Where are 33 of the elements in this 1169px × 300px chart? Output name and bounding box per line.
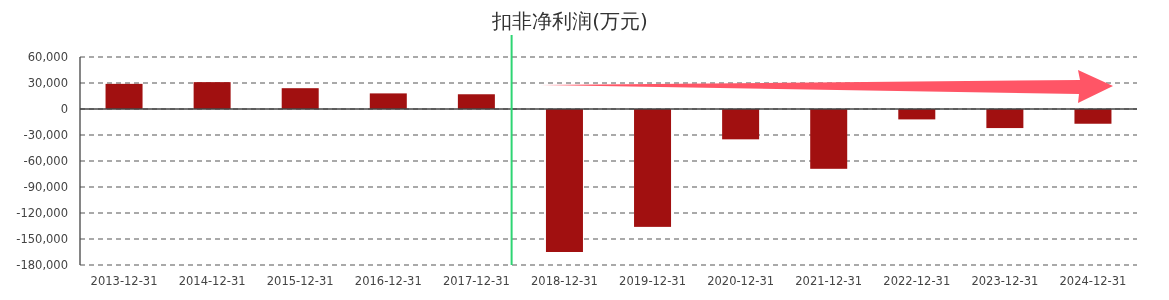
y-tick-label: -120,000 (16, 206, 68, 220)
x-tick-label: 2013-12-31 (90, 274, 158, 288)
x-tick-label: 2021-12-31 (795, 274, 863, 288)
x-tick-label: 2016-12-31 (354, 274, 422, 288)
bar (545, 109, 583, 252)
x-tick-label: 2020-12-31 (707, 274, 775, 288)
x-tick-label: 2017-12-31 (442, 274, 510, 288)
bar (810, 109, 848, 169)
y-tick-label: -180,000 (16, 258, 68, 272)
bar (457, 94, 495, 109)
y-tick-label: 0 (60, 102, 68, 116)
x-tick-label: 2014-12-31 (178, 274, 246, 288)
x-tick-label: 2023-12-31 (971, 274, 1039, 288)
x-tick-label: 2024-12-31 (1059, 274, 1127, 288)
x-tick-label: 2018-12-31 (531, 274, 598, 288)
y-tick-label: -90,000 (23, 180, 68, 194)
y-tick-label: 60,000 (27, 50, 68, 64)
y-tick-label: -60,000 (23, 154, 68, 168)
y-tick-label: 30,000 (27, 76, 68, 90)
chart-title: 扣非净利润(万元) (491, 9, 648, 33)
y-tick-label: -30,000 (23, 128, 68, 142)
x-tick-label: 2019-12-31 (619, 274, 686, 288)
y-tick-label: -150,000 (16, 232, 68, 246)
bar (193, 82, 231, 109)
bar (1074, 109, 1112, 124)
bar (634, 109, 672, 227)
bar (105, 83, 143, 109)
bar (722, 109, 760, 140)
bar (986, 109, 1024, 129)
bar (369, 93, 407, 109)
x-tick-label: 2022-12-31 (883, 274, 951, 288)
x-tick-label: 2015-12-31 (266, 274, 334, 288)
bar (281, 88, 319, 109)
